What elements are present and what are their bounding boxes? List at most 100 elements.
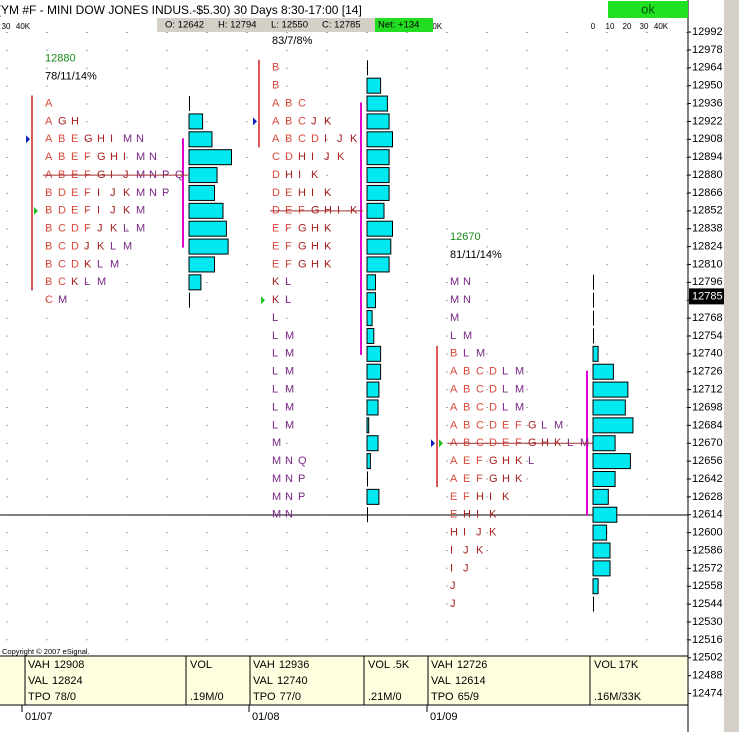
volume-bar — [366, 381, 380, 398]
volume-bar — [188, 256, 215, 273]
open-marker — [26, 135, 30, 144]
tpo-letter: L — [285, 294, 291, 306]
tpo-letter: A — [450, 455, 458, 467]
tpo-letter: A — [272, 133, 280, 145]
tpo-letter: J — [324, 151, 330, 163]
volume-bar — [366, 238, 392, 255]
y-tick-label: 12600 — [692, 527, 723, 539]
x-tick-label: 40K — [428, 22, 443, 31]
tpo-letter: A — [450, 366, 458, 378]
tpo-letter: A — [45, 97, 53, 109]
y-tick-label: 12586 — [692, 544, 723, 556]
tpo-letter: M — [515, 383, 524, 395]
volume-bar — [592, 470, 616, 487]
tpo-letter: E — [463, 473, 470, 485]
tpo-letter: C — [298, 97, 306, 109]
tpo-letter: D — [272, 187, 280, 199]
tpo-letter: N — [149, 151, 157, 163]
volume-bar — [592, 560, 611, 577]
tpo-letter: K — [350, 133, 358, 145]
tpo-letter: H — [97, 133, 105, 145]
tpo-letter: B — [285, 115, 292, 127]
panel-stat-value: 78/0 — [55, 691, 76, 703]
tpo-letter: B — [463, 366, 470, 378]
volume-total: .21M/0 — [368, 691, 402, 703]
last-price-box — [689, 288, 724, 305]
tpo-letter: N — [285, 473, 293, 485]
quote-item: C: 12785 — [322, 20, 361, 31]
volume-bar — [188, 113, 204, 130]
volume-bar — [367, 507, 368, 523]
panel-stat-label: TPO — [28, 691, 51, 703]
volume-bar — [366, 184, 390, 201]
panel-stat-value: 12936 — [279, 659, 310, 671]
volume-head: VOL — [190, 659, 212, 671]
panel-stat-label: VAH — [431, 659, 453, 671]
tpo-letter: I — [450, 544, 453, 556]
x-tick-label: 30 — [2, 22, 11, 31]
tpo-letter: G — [298, 223, 307, 235]
tpo-letter: I — [489, 491, 492, 503]
tpo-letter: B — [450, 348, 457, 360]
tpo-letter: I — [476, 509, 479, 521]
volume-bar — [366, 131, 393, 148]
panel-stat-value: 65/9 — [458, 691, 479, 703]
tpo-letter: L — [528, 455, 534, 467]
tpo-letter: H — [476, 491, 484, 503]
tpo-letter: K — [97, 240, 105, 252]
tpo-letter: M — [136, 223, 145, 235]
tpo-letter: F — [84, 187, 91, 199]
panel-stat: TPO 77/0 — [253, 691, 301, 703]
y-tick-label: 12698 — [692, 401, 723, 413]
tpo-letter: F — [476, 473, 483, 485]
volume-total: .16M/33K — [594, 691, 642, 703]
tpo-letter: N — [149, 187, 157, 199]
y-tick-label: 12880 — [692, 169, 723, 181]
volume-bar — [366, 399, 379, 416]
tpo-letter: G — [97, 151, 106, 163]
volume-bar — [366, 453, 371, 470]
volume-bar — [188, 149, 232, 166]
x-tick-label: 0 — [591, 22, 596, 31]
tpo-letter: I — [324, 133, 327, 145]
tpo-letter: D — [71, 240, 79, 252]
y-tick-label: 12852 — [692, 205, 723, 217]
tpo-letter: N — [463, 294, 471, 306]
tpo-letter: L — [541, 419, 547, 431]
quote-bar — [157, 18, 433, 32]
volume-bar — [366, 274, 376, 291]
tpo-letter: G — [528, 419, 537, 431]
tpo-letter: H — [71, 115, 79, 127]
tpo-letter: M — [463, 330, 472, 342]
volume-bar — [592, 399, 626, 416]
tpo-letter: M — [476, 348, 485, 360]
status-box — [608, 1, 688, 18]
quote-item: Net: +134 — [378, 20, 419, 31]
y-tick-label: 12950 — [692, 80, 723, 92]
volume-bar — [189, 292, 190, 308]
panel-stat-value: 12824 — [52, 675, 83, 687]
tpo-letter: M — [450, 294, 459, 306]
tpo-letter: B — [463, 401, 470, 413]
tpo-letter: L — [272, 401, 278, 413]
tpo-letter: K — [489, 527, 497, 539]
close-marker — [439, 439, 443, 448]
volume-bar — [188, 274, 202, 291]
panel-stat: VAL 12824 — [28, 675, 83, 687]
tpo-letter: L — [463, 348, 469, 360]
tpo-letter: B — [45, 223, 52, 235]
panel-stat: VAH 12936 — [253, 659, 309, 671]
tpo-letter: B — [272, 62, 279, 74]
copyright: Copyright © 2007 eSignal. — [2, 647, 90, 656]
tpo-letter: B — [285, 133, 292, 145]
profile-stats: 83/7/8% — [272, 35, 313, 47]
tpo-letter: K — [272, 276, 280, 288]
tpo-letter: M — [450, 312, 459, 324]
tpo-letter: H — [311, 258, 319, 270]
tpo-letter: H — [298, 187, 306, 199]
tpo-letter: K — [515, 455, 523, 467]
panel-stat: VAH 12908 — [28, 659, 84, 671]
volume-bar — [367, 471, 368, 487]
window-edge — [724, 0, 739, 732]
